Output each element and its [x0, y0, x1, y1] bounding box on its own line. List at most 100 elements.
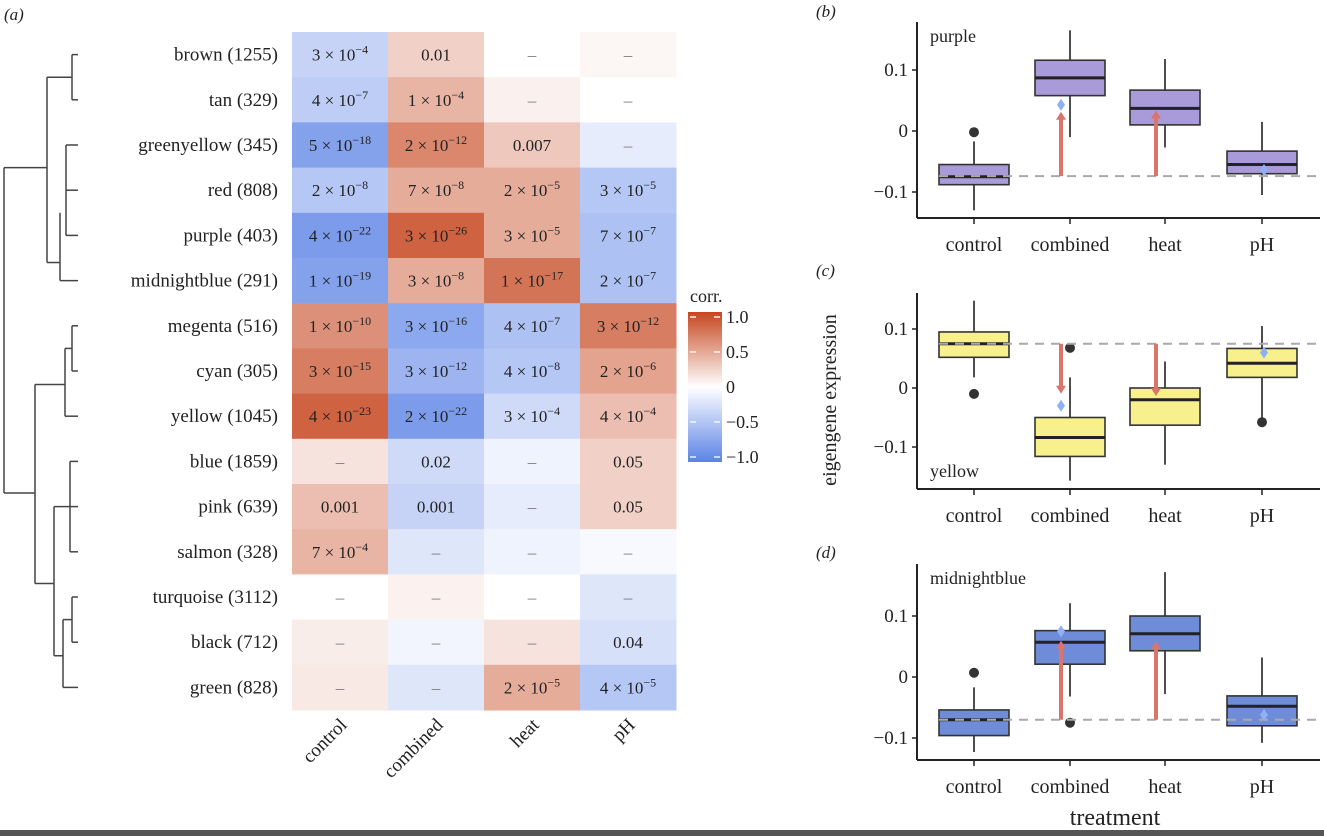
cell-label: 0.04: [613, 633, 643, 652]
heatmap-cell: [484, 484, 581, 530]
x-tick-label: heat: [1148, 505, 1182, 527]
y-tick-label: −0.1: [874, 728, 908, 749]
heatmap-cell: [484, 77, 581, 123]
cell-label: 2 × 10−22: [405, 404, 467, 426]
heatmap-cell: [292, 32, 389, 78]
panel-label: (d): [816, 543, 836, 562]
cell-label: 3 × 10−4: [504, 404, 560, 426]
heatmap-cell: [292, 619, 389, 666]
heatmap-cell: [292, 258, 389, 304]
heatmap-cell: [580, 484, 677, 530]
cell-label: 0.001: [321, 498, 359, 517]
y-tick-label: −0.1: [874, 437, 908, 458]
heatmap-cell: [580, 574, 677, 621]
legend-tick-label: 0: [726, 377, 735, 397]
cell-label: 4 × 10−7: [504, 314, 560, 336]
cell-label: 3 × 10−12: [405, 359, 467, 381]
heatmap-cell: [580, 303, 677, 349]
x-axis-label: treatment: [1070, 805, 1161, 831]
outlier-point: [969, 388, 979, 399]
bottom-border: [0, 830, 1324, 836]
boxplot-panel-midnightblue: (d) 0.1 0 −0.1 control combined heat pH midnight…: [816, 543, 1320, 831]
legend-tick-label: 0.5: [726, 342, 749, 362]
cell-label: 1 × 10−19: [309, 269, 371, 291]
heatmap-cell: [292, 348, 389, 395]
panel-label-a: (a): [4, 5, 24, 24]
boxplot-panel-yellow: (c) 0.1 0 −0.1 control combined heat pH yellow ei…: [816, 261, 1320, 527]
heatmap-cell: [292, 484, 389, 530]
y-tick-label: 0: [899, 378, 909, 399]
cell-label: 0.001: [417, 498, 455, 517]
cell-label: –: [623, 46, 633, 65]
box: [938, 163, 1010, 186]
row-label: red (808): [208, 180, 278, 201]
cell-label: 4 × 10−4: [600, 404, 656, 426]
x-tick-label: control: [946, 234, 1003, 256]
heatmap-cell: [580, 348, 677, 395]
panel-label: (c): [816, 261, 835, 280]
column-label: combined: [380, 714, 448, 782]
heatmap-cell: [484, 258, 581, 304]
row-label: megenta (516): [168, 316, 278, 337]
heatmap-cell: [484, 393, 581, 440]
outlier-point: [1257, 417, 1267, 428]
module-label: midnightblue: [930, 568, 1026, 588]
cell-label: 3 × 10−16: [405, 314, 467, 336]
cell-label: –: [527, 543, 537, 562]
cell-label: –: [527, 46, 537, 65]
effect-arrowhead: [1151, 388, 1161, 397]
box: [1034, 629, 1106, 665]
cell-label: 7 × 10−8: [408, 178, 464, 200]
heatmap-cell: [484, 303, 581, 349]
row-label: green (828): [190, 677, 278, 698]
cell-label: 3 × 10−8: [408, 269, 464, 291]
cell-label: –: [527, 91, 537, 110]
row-label: pink (639): [198, 497, 278, 518]
cell-label: 1 × 10−4: [408, 88, 464, 110]
x-tick-label: combined: [1031, 505, 1110, 527]
additive-expectation-marker: [1057, 399, 1065, 412]
cell-label: –: [335, 633, 345, 652]
cell-label: 1 × 10−17: [501, 269, 563, 291]
panel-label: (b): [816, 2, 836, 21]
cell-label: 0.01: [421, 46, 451, 65]
heatmap-cell: [388, 664, 485, 711]
x-tick-label: pH: [1250, 234, 1274, 256]
cell-label: –: [623, 588, 633, 607]
column-label: heat: [506, 714, 544, 752]
heatmap-cell: [292, 77, 389, 123]
cell-label: 0.007: [513, 136, 552, 155]
cell-label: 4 × 10−22: [309, 223, 371, 245]
cell-label: 7 × 10−7: [600, 223, 656, 245]
heatmap-cell: [292, 574, 389, 621]
outlier-point: [969, 667, 979, 678]
cell-label: –: [431, 543, 441, 562]
heatmap-cell: [388, 484, 485, 530]
effect-arrowhead: [1151, 641, 1161, 650]
additive-expectation-marker: [1057, 625, 1065, 638]
row-label: tan (329): [209, 90, 278, 111]
cell-label: 3 × 10−5: [504, 223, 560, 245]
heatmap-cell: [388, 77, 485, 123]
color-legend: corr.1.0 0.5 0 −0.5 −1.0: [688, 286, 759, 467]
y-tick-label: 0: [899, 121, 909, 142]
x-tick-label: heat: [1148, 776, 1182, 798]
row-label: cyan (305): [196, 361, 278, 382]
box: [938, 709, 1010, 737]
effect-arrowhead: [1056, 111, 1066, 120]
cell-label: 4 × 10−8: [504, 359, 560, 381]
box: [1226, 695, 1298, 727]
row-label: brown (1255): [174, 45, 278, 66]
cell-label: –: [527, 588, 537, 607]
row-label: blue (1859): [190, 451, 278, 472]
cell-label: 4 × 10−7: [312, 88, 368, 110]
cell-label: 2 × 10−12: [405, 133, 467, 155]
heatmap-cell: [580, 77, 677, 123]
row-label: black (712): [191, 632, 278, 653]
legend-tick-label: −0.5: [726, 412, 759, 432]
x-tick-label: combined: [1031, 234, 1110, 256]
legend-tick-label: 1.0: [726, 307, 749, 327]
cell-label: 2 × 10−8: [312, 178, 368, 200]
heatmap-panel: (a) brown (1255) 3 × 10−4 0.01 – – tan (329) 4 …: [4, 5, 677, 783]
